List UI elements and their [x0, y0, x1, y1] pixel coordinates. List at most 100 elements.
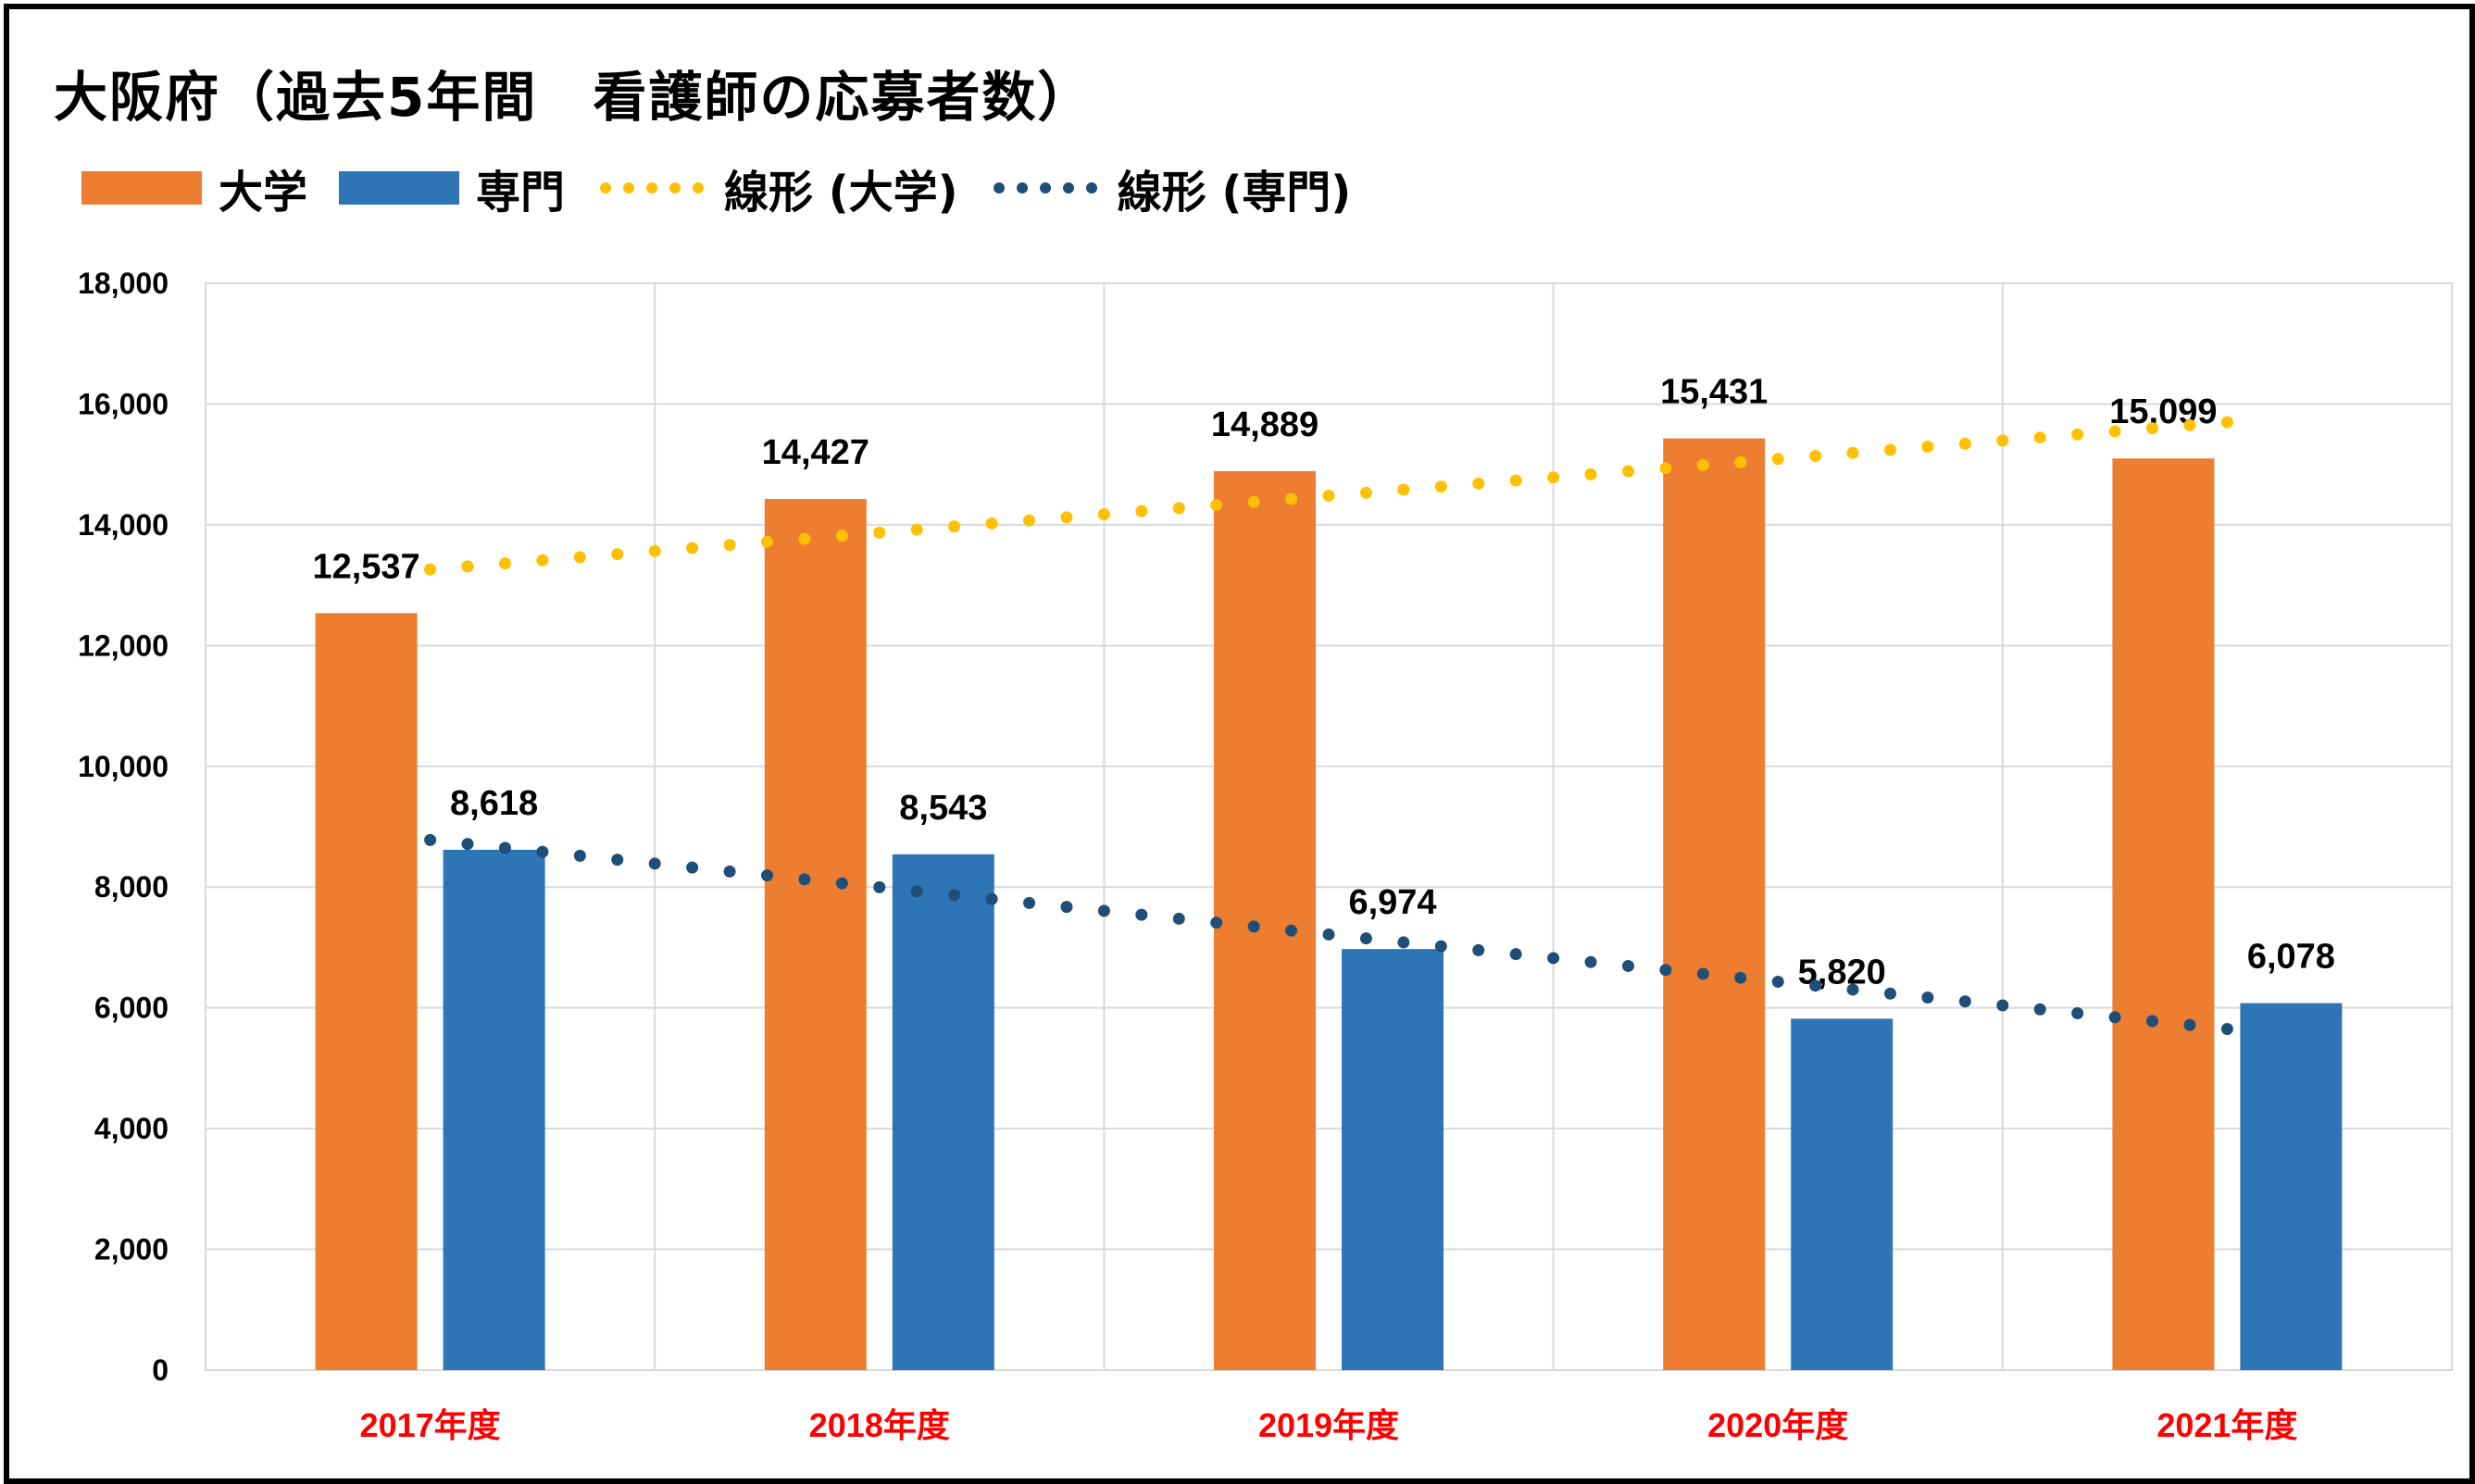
legend-label-senmon: 専門	[476, 167, 566, 218]
bar-senmon	[892, 854, 994, 1370]
trendline-dot-senmon	[2146, 1015, 2159, 1028]
bar-univ	[2112, 458, 2215, 1370]
legend-swatch-univ	[81, 171, 202, 205]
trendline-dot-univ	[1322, 490, 1335, 503]
trendline-dot-senmon	[536, 845, 549, 858]
trendline-dot-senmon	[2183, 1018, 2196, 1031]
data-label-senmon: 6,974	[1348, 883, 1436, 922]
trendline-dot-univ	[1247, 495, 1260, 508]
trendline-dot-senmon	[2108, 1011, 2121, 1024]
trendline-dot-senmon	[1247, 920, 1260, 933]
legend-item-trend-senmon: 線形 (専門)	[990, 156, 1351, 220]
trendline-dot-senmon	[611, 854, 624, 867]
trendline-dot-univ	[536, 554, 549, 567]
chart-title: 大阪府（過去5年間 看護師の応募者数）	[54, 66, 1094, 129]
trendline-dot-senmon	[1547, 952, 1560, 965]
trendline-dot-univ	[1397, 483, 1410, 496]
trendline-dot-senmon	[1958, 995, 1971, 1008]
trendline-dot-univ	[1285, 493, 1298, 505]
trendline-dot-senmon	[424, 833, 437, 846]
trendline-dot-univ	[2108, 425, 2121, 438]
trendline-dot-univ	[1472, 477, 1485, 490]
trendline-dot-senmon	[761, 869, 773, 882]
y-tick-label: 10,000	[78, 750, 169, 783]
trendline-dot-senmon	[2071, 1006, 2084, 1019]
legend-dots-trend-senmon	[990, 182, 1097, 193]
trendline-dot-senmon	[1060, 901, 1073, 914]
trendline-dot-senmon	[498, 842, 511, 854]
trendline-dot-senmon	[1846, 983, 1859, 996]
trendline-dot-univ	[1846, 446, 1859, 459]
legend-dots-trend-univ	[596, 182, 705, 193]
trendline-dot-senmon	[1210, 917, 1223, 929]
y-tick-label: 2,000	[94, 1233, 169, 1266]
trendline-dot-senmon	[1696, 967, 1709, 980]
trendline-dot-senmon	[1734, 971, 1747, 984]
trendline-dot-univ	[1135, 505, 1148, 518]
trendline-dot-senmon	[873, 880, 886, 893]
trendline-dot-senmon	[2033, 1003, 2046, 1016]
data-label-univ: 15,431	[1660, 373, 1768, 412]
data-label-senmon: 6,078	[2247, 938, 2335, 977]
x-tick-label: 2018年度	[809, 1406, 950, 1444]
bar-senmon	[1791, 1018, 1894, 1370]
trendline-dot-univ	[2071, 428, 2084, 441]
trendline-dot-senmon	[1097, 904, 1110, 917]
trendline-dot-univ	[2183, 418, 2196, 431]
legend-label-univ: 大学	[219, 167, 308, 218]
trendline-dot-univ	[424, 563, 437, 576]
trendline-dot-univ	[1584, 468, 1597, 480]
data-label-univ: 12,537	[312, 547, 419, 586]
bar-univ	[315, 613, 418, 1370]
data-label-senmon: 8,543	[899, 789, 987, 828]
plot-area	[205, 282, 2453, 1371]
trendline-dot-univ	[573, 551, 586, 564]
legend-item-univ: 大学	[81, 156, 307, 220]
trendline-dot-univ	[910, 523, 923, 536]
trendline-dot-senmon	[573, 849, 586, 862]
x-tick-label: 2017年度	[360, 1406, 501, 1444]
data-label-univ: 14,427	[762, 433, 869, 472]
trendline-dot-univ	[1771, 453, 1784, 466]
legend-swatch-senmon	[339, 171, 460, 205]
trendline-dot-senmon	[1359, 932, 1372, 945]
legend-item-trend-univ: 線形 (大学)	[596, 156, 958, 220]
trendline-dot-univ	[723, 539, 736, 552]
legend: 大学 専門 線形 (大学) 線形 (専門)	[81, 156, 1382, 220]
y-tick-label: 6,000	[94, 991, 169, 1025]
trendline-dot-univ	[2033, 431, 2046, 444]
trendline-dot-univ	[2146, 422, 2159, 435]
y-tick-label: 18,000	[78, 267, 169, 300]
y-tick-label: 14,000	[78, 508, 169, 542]
y-tick-label: 16,000	[78, 387, 169, 420]
trendline-dot-senmon	[1172, 912, 1185, 925]
bar-senmon	[443, 849, 545, 1370]
trendline-dot-univ	[798, 532, 811, 545]
x-tick-label: 2021年度	[2156, 1406, 2297, 1444]
trendline-dot-senmon	[1659, 964, 1672, 977]
trendline-dot-univ	[1210, 499, 1223, 512]
trendline-dot-univ	[948, 520, 961, 533]
trendline-dot-univ	[686, 542, 699, 555]
trendline-dot-senmon	[1397, 936, 1410, 949]
trendline-dot-senmon	[1809, 979, 1822, 992]
trendline-dot-senmon	[910, 885, 923, 898]
trendline-dot-senmon	[1322, 928, 1335, 941]
trendline-dot-senmon	[1771, 975, 1784, 988]
trendline-dot-senmon	[1996, 999, 2009, 1012]
trendline-dot-univ	[1172, 502, 1185, 515]
data-label-senmon: 8,618	[450, 784, 538, 823]
bar-univ	[1663, 438, 1766, 1370]
trendline-dot-senmon	[1584, 955, 1597, 968]
trendline-dot-senmon	[1434, 940, 1447, 953]
x-tick-label: 2020年度	[1707, 1406, 1848, 1444]
trendline-dot-senmon	[2220, 1022, 2233, 1035]
trendline-dot-senmon	[686, 861, 699, 874]
trendline-dot-univ	[1509, 474, 1522, 487]
trendline-dot-univ	[1958, 437, 1971, 450]
bar-senmon	[1342, 949, 1444, 1370]
trendline-dot-senmon	[1285, 924, 1298, 937]
trendline-dot-univ	[1023, 514, 1036, 527]
trendline-dot-senmon	[1884, 987, 1896, 1000]
